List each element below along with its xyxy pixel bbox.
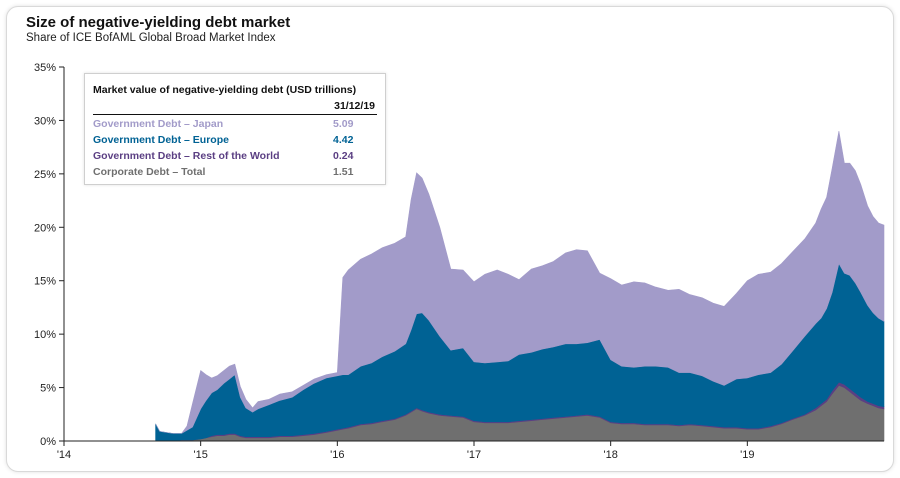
axes	[63, 67, 884, 442]
y-tick-label: 25%	[34, 169, 56, 181]
legend-label: Government Debt – Europe	[93, 134, 229, 146]
y-tick-label: 30%	[34, 115, 56, 127]
y-tick-labels: 0% 5% 10% 15% 20% 25% 30% 35%	[34, 62, 56, 448]
x-tick-label: '15	[193, 449, 207, 461]
legend-row-japan: Government Debt – Japan 5.09	[93, 118, 377, 134]
chart-title: Size of negative-yielding debt market	[26, 14, 291, 31]
y-tick-label: 35%	[34, 62, 56, 74]
y-tick-label: 15%	[34, 276, 56, 288]
legend-value: 0.24	[333, 150, 354, 162]
area-series-3	[155, 131, 885, 434]
legend-value: 1.51	[333, 166, 354, 178]
x-tick-label: '14	[57, 449, 71, 461]
x-tick-label: '19	[740, 449, 754, 461]
x-tick-labels: '14 '15 '16 '17 '18 '19	[57, 449, 755, 461]
legend-row-europe: Government Debt – Europe 4.42	[93, 134, 377, 150]
y-axis-ticks	[59, 66, 748, 446]
y-tick-label: 20%	[34, 222, 56, 234]
legend-value: 4.42	[333, 134, 354, 146]
y-tick-label: 0%	[40, 436, 56, 448]
legend-title: Market value of negative-yielding debt (…	[93, 84, 357, 96]
x-tick-label: '16	[330, 449, 344, 461]
chart-subtitle: Share of ICE BofAML Global Broad Market …	[26, 32, 276, 44]
legend-value: 5.09	[333, 118, 354, 130]
legend-label: Corporate Debt – Total	[93, 166, 206, 178]
legend-date: 31/12/19	[334, 100, 375, 112]
legend-label: Government Debt – Rest of the World	[93, 150, 280, 162]
legend-row-rest-of-world: Government Debt – Rest of the World 0.24	[93, 150, 377, 166]
legend-rule	[93, 114, 377, 115]
legend-label: Government Debt – Japan	[93, 118, 224, 130]
x-tick-label: '17	[467, 449, 481, 461]
y-tick-label: 10%	[34, 329, 56, 341]
legend-box: Market value of negative-yielding debt (…	[84, 73, 386, 185]
x-tick-label: '18	[603, 449, 617, 461]
legend-row-corporate: Corporate Debt – Total 1.51	[93, 166, 377, 182]
y-tick-label: 5%	[40, 383, 56, 395]
